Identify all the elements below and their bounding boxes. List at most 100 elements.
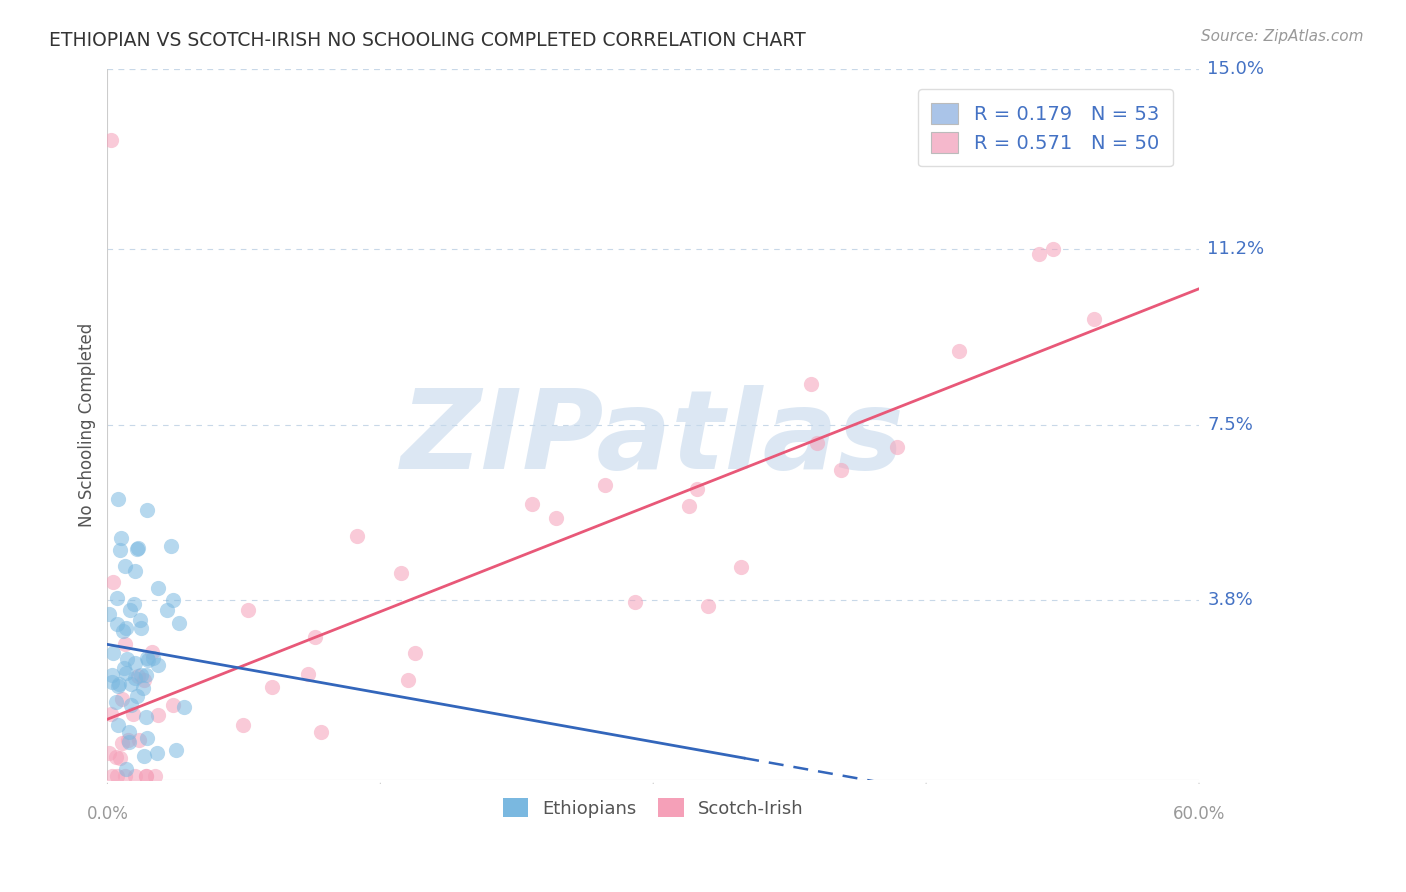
Point xyxy=(118,735,141,749)
Point xyxy=(98,746,121,760)
Point xyxy=(297,666,319,681)
Point xyxy=(114,762,136,776)
Point xyxy=(948,344,970,359)
Point xyxy=(114,661,136,675)
Point xyxy=(142,650,165,665)
Text: 0.0%: 0.0% xyxy=(86,805,128,823)
Point xyxy=(114,622,136,636)
Point xyxy=(697,599,720,614)
Point xyxy=(105,749,128,764)
Point xyxy=(886,440,908,454)
Point xyxy=(800,377,823,392)
Point xyxy=(135,769,157,783)
Point xyxy=(100,667,122,681)
Point xyxy=(593,478,616,492)
Point xyxy=(1083,312,1105,326)
Point xyxy=(309,725,332,739)
Point xyxy=(396,673,419,688)
Point xyxy=(100,706,122,721)
Point xyxy=(120,677,142,691)
Point xyxy=(127,668,149,682)
Point xyxy=(134,673,156,688)
Point xyxy=(730,560,752,574)
Point xyxy=(232,718,254,732)
Point xyxy=(135,668,157,682)
Point xyxy=(304,630,326,644)
Point xyxy=(830,463,852,477)
Point xyxy=(389,566,412,581)
Point xyxy=(136,653,159,667)
Point xyxy=(101,675,124,690)
Point xyxy=(103,646,125,660)
Text: ETHIOPIAN VS SCOTCH-IRISH NO SCHOOLING COMPLETED CORRELATION CHART: ETHIOPIAN VS SCOTCH-IRISH NO SCHOOLING C… xyxy=(49,31,806,50)
Point xyxy=(98,607,121,621)
Point xyxy=(678,499,700,513)
Point xyxy=(118,603,141,617)
Point xyxy=(112,624,135,638)
Point xyxy=(346,528,368,542)
Point xyxy=(111,691,134,706)
Point xyxy=(105,695,128,709)
Point xyxy=(110,543,132,558)
Point xyxy=(122,597,145,611)
Point xyxy=(143,769,166,783)
Point xyxy=(159,539,181,553)
Point xyxy=(167,616,190,631)
Point xyxy=(236,603,259,617)
Point xyxy=(128,614,150,628)
Point xyxy=(129,621,152,635)
Point xyxy=(1042,242,1064,256)
Point xyxy=(105,591,128,605)
Point xyxy=(129,668,152,682)
Point xyxy=(101,769,124,783)
Point xyxy=(100,133,122,147)
Point xyxy=(146,746,169,760)
Point xyxy=(117,651,139,665)
Y-axis label: No Schooling Completed: No Schooling Completed xyxy=(79,322,96,526)
Point xyxy=(110,531,132,545)
Point xyxy=(132,681,155,695)
Point xyxy=(132,749,155,764)
Point xyxy=(404,646,426,660)
Point xyxy=(118,725,141,739)
Point xyxy=(546,511,568,525)
Point xyxy=(173,700,195,714)
Point xyxy=(127,541,149,556)
Point xyxy=(128,733,150,747)
Point xyxy=(162,593,184,607)
Point xyxy=(108,676,131,690)
Point xyxy=(146,581,169,595)
Point xyxy=(155,603,177,617)
Legend: Ethiopians, Scotch-Irish: Ethiopians, Scotch-Irish xyxy=(495,791,811,825)
Point xyxy=(107,679,129,693)
Point xyxy=(115,666,138,681)
Point xyxy=(110,751,132,765)
Point xyxy=(101,575,124,590)
Text: Source: ZipAtlas.com: Source: ZipAtlas.com xyxy=(1201,29,1364,44)
Text: ZIPatlas: ZIPatlas xyxy=(401,385,905,492)
Text: 7.5%: 7.5% xyxy=(1208,416,1253,434)
Point xyxy=(107,491,129,506)
Point xyxy=(146,708,169,723)
Point xyxy=(165,743,187,757)
Text: 3.8%: 3.8% xyxy=(1208,591,1253,609)
Point xyxy=(114,769,136,783)
Point xyxy=(120,698,142,712)
Point xyxy=(107,617,129,632)
Point xyxy=(124,656,146,670)
Point xyxy=(121,706,143,721)
Point xyxy=(520,497,543,511)
Point xyxy=(114,558,136,573)
Point xyxy=(806,436,828,450)
Point xyxy=(135,731,157,745)
Point xyxy=(136,650,159,665)
Point xyxy=(124,564,146,578)
Point xyxy=(136,503,159,517)
Text: 11.2%: 11.2% xyxy=(1208,240,1264,258)
Point xyxy=(260,680,283,694)
Point xyxy=(624,595,647,609)
Point xyxy=(125,690,148,704)
Point xyxy=(124,671,146,685)
Point xyxy=(117,733,139,747)
Point xyxy=(124,769,146,783)
